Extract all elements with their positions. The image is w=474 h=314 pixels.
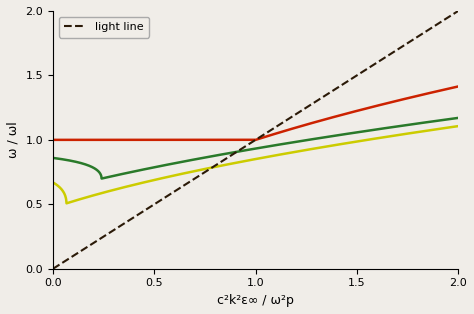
X-axis label: c²k²ε∞ / ω²p: c²k²ε∞ / ω²p [217, 294, 294, 307]
Legend: light line: light line [58, 17, 149, 38]
Y-axis label: ω / ωl: ω / ωl [7, 122, 20, 158]
